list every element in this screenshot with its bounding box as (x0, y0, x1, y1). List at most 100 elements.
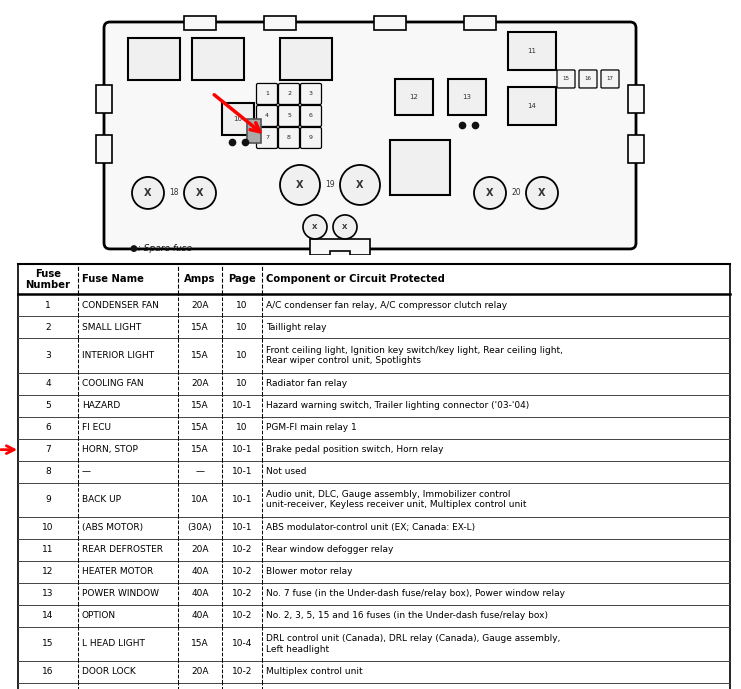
FancyBboxPatch shape (279, 127, 299, 148)
Text: 18: 18 (169, 189, 179, 198)
Bar (18, 265, 730, 294)
Text: Audio unit, DLC, Gauge assembly, Immobilizer control
unit-receiver, Keyless rece: Audio unit, DLC, Gauge assembly, Immobil… (266, 490, 527, 509)
Circle shape (280, 165, 320, 205)
Bar (128, 38, 180, 80)
Text: 8: 8 (287, 136, 291, 141)
Text: HEATER MOTOR: HEATER MOTOR (82, 567, 153, 576)
Text: HAZARD: HAZARD (82, 401, 120, 410)
Text: 15A: 15A (191, 639, 209, 648)
Text: 10A: 10A (191, 495, 209, 504)
Text: DOOR LOCK: DOOR LOCK (82, 668, 136, 677)
Text: ABS modulator-control unit (EX; Canada: EX-L): ABS modulator-control unit (EX; Canada: … (266, 523, 475, 533)
Text: 11: 11 (528, 48, 536, 54)
Text: Multiplex control unit: Multiplex control unit (266, 668, 362, 677)
Text: 9: 9 (309, 136, 313, 141)
FancyBboxPatch shape (256, 127, 277, 148)
Text: 8: 8 (45, 467, 51, 476)
Text: X: X (342, 224, 348, 230)
Bar (264, 16, 296, 30)
Bar (448, 79, 486, 115)
Text: 20A: 20A (191, 301, 209, 310)
Text: 10: 10 (233, 116, 242, 122)
Text: Taillight relay: Taillight relay (266, 323, 327, 332)
Circle shape (132, 177, 164, 209)
Text: 10-2: 10-2 (232, 567, 252, 576)
Text: INTERIOR LIGHT: INTERIOR LIGHT (82, 351, 154, 360)
Circle shape (526, 177, 558, 209)
Text: 12: 12 (410, 94, 419, 100)
Bar (280, 38, 332, 80)
Text: X: X (538, 188, 546, 198)
Text: Fuse
Number: Fuse Number (25, 269, 70, 290)
Text: 6: 6 (309, 114, 313, 119)
Bar (222, 103, 254, 135)
Text: 10-2: 10-2 (232, 545, 252, 554)
Text: 4: 4 (45, 379, 51, 388)
Text: 7: 7 (265, 136, 269, 141)
Text: 40A: 40A (191, 589, 209, 598)
Text: Radiator fan relay: Radiator fan relay (266, 379, 347, 388)
Text: Front ceiling light, Ignition key switch/key light, Rear ceiling light,
Rear wip: Front ceiling light, Ignition key switch… (266, 346, 563, 365)
Bar (96, 85, 112, 113)
Bar (330, 251, 350, 263)
Text: 10: 10 (236, 423, 247, 432)
Text: 10: 10 (236, 351, 247, 360)
FancyBboxPatch shape (579, 70, 597, 88)
Bar (395, 79, 433, 115)
Text: 4: 4 (265, 114, 269, 119)
Bar (628, 135, 644, 163)
Bar (464, 16, 496, 30)
Text: FI ECU: FI ECU (82, 423, 111, 432)
Text: DRL control unit (Canada), DRL relay (Canada), Gauge assembly,
Left headlight: DRL control unit (Canada), DRL relay (Ca… (266, 635, 560, 654)
Text: No. 2, 3, 5, 15 and 16 fuses (in the Under-dash fuse/relay box): No. 2, 3, 5, 15 and 16 fuses (in the Und… (266, 611, 548, 620)
Text: 10: 10 (236, 323, 247, 332)
Text: 9: 9 (45, 495, 51, 504)
Bar (628, 85, 644, 113)
Text: ●: Spare fuse: ●: Spare fuse (130, 245, 192, 254)
Text: 17: 17 (606, 76, 614, 81)
Circle shape (303, 215, 327, 239)
Text: OPTION: OPTION (82, 611, 116, 620)
Text: —: — (82, 467, 91, 476)
Text: 2: 2 (45, 323, 51, 332)
Text: Rear window defogger relay: Rear window defogger relay (266, 545, 393, 554)
Text: 19: 19 (325, 181, 335, 189)
Text: CONDENSER FAN: CONDENSER FAN (82, 301, 159, 310)
Text: 16: 16 (42, 668, 54, 677)
FancyBboxPatch shape (256, 105, 277, 127)
Text: 3: 3 (309, 92, 313, 96)
Text: PGM-FI main relay 1: PGM-FI main relay 1 (266, 423, 356, 432)
Text: 15: 15 (42, 639, 54, 648)
Text: 3: 3 (45, 351, 51, 360)
Text: 1: 1 (45, 301, 51, 310)
Circle shape (333, 215, 357, 239)
Text: Not used: Not used (266, 467, 307, 476)
Text: 10-2: 10-2 (232, 589, 252, 598)
Text: 20A: 20A (191, 379, 209, 388)
Bar (184, 16, 216, 30)
Text: 6: 6 (45, 423, 51, 432)
Text: 10: 10 (236, 379, 247, 388)
Text: 20A: 20A (191, 668, 209, 677)
Text: X: X (144, 188, 152, 198)
Bar (192, 38, 244, 80)
Text: X: X (312, 224, 318, 230)
Text: REAR DEFROSTER: REAR DEFROSTER (82, 545, 163, 554)
Text: Component or Circuit Protected: Component or Circuit Protected (266, 274, 445, 285)
Text: Amps: Amps (185, 274, 216, 285)
Text: 11: 11 (42, 545, 54, 554)
Text: 10-2: 10-2 (232, 611, 252, 620)
FancyBboxPatch shape (104, 22, 636, 249)
Bar (247, 119, 261, 143)
Text: SMALL LIGHT: SMALL LIGHT (82, 323, 142, 332)
Text: 40A: 40A (191, 611, 209, 620)
Text: BACK UP: BACK UP (82, 495, 121, 504)
FancyBboxPatch shape (279, 83, 299, 105)
Text: 12: 12 (42, 567, 53, 576)
Text: 5: 5 (287, 114, 291, 119)
Text: 10-1: 10-1 (232, 445, 252, 454)
Bar (508, 32, 556, 70)
Text: POWER WINDOW: POWER WINDOW (82, 589, 159, 598)
Text: Fuse Name: Fuse Name (82, 274, 144, 285)
FancyBboxPatch shape (256, 83, 277, 105)
